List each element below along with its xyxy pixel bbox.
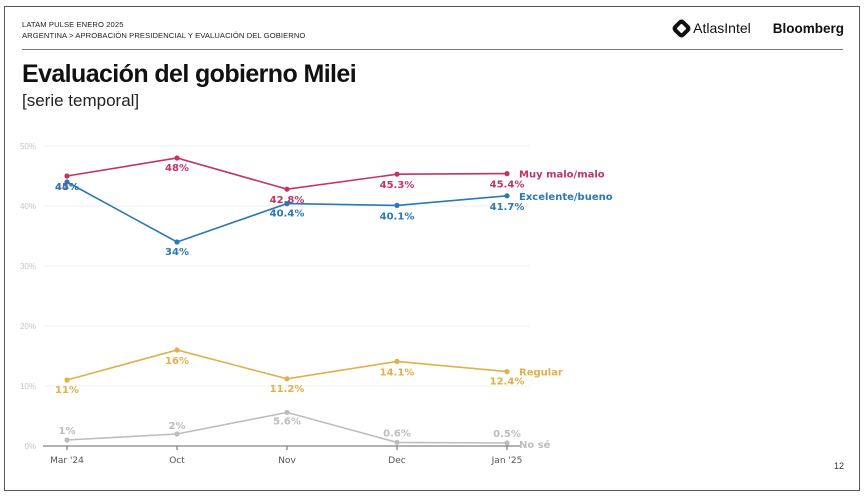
data-point	[174, 347, 180, 353]
data-label: 48%	[165, 163, 189, 174]
data-label: 16%	[165, 356, 189, 367]
data-point	[64, 377, 70, 383]
series-muy-malo-malo: 45% 48% 42.8% 45.3% 45.4%Muy malo/malo	[55, 155, 605, 206]
data-label: 40.1%	[380, 211, 415, 222]
breadcrumb: ARGENTINA > APROBACIÓN PRESIDENCIAL Y EV…	[22, 31, 306, 40]
data-point	[394, 358, 400, 364]
data-point	[504, 193, 510, 199]
x-tick-label: Oct	[169, 456, 185, 466]
data-label: 1%	[59, 426, 76, 437]
data-point	[64, 437, 70, 443]
y-tick-label: 40%	[20, 202, 36, 211]
chart-subtitle: [serie temporal]	[22, 91, 140, 110]
gridlines	[43, 145, 530, 387]
x-axis: Mar '24 Oct Nov Dec Jan '25	[43, 445, 523, 466]
x-tick-label: Nov	[278, 456, 296, 466]
header-divider	[22, 49, 843, 50]
data-label: 41.7%	[490, 202, 525, 213]
data-label: 42.8%	[270, 195, 305, 206]
y-tick-label: 30%	[20, 262, 36, 271]
data-point	[284, 376, 290, 382]
series-group: 45% 48% 42.8% 45.3% 45.4%Muy malo/malo 44% 34%…	[55, 155, 613, 451]
data-label: 40.4%	[270, 209, 305, 220]
data-label: 44%	[55, 182, 79, 193]
series-name-label: Muy malo/malo	[519, 170, 605, 181]
slide-frame	[4, 6, 860, 491]
y-tick-label: 50%	[20, 142, 36, 151]
series-name-label: Excelente/bueno	[519, 192, 613, 203]
series-line	[66, 157, 508, 191]
data-label: 45.4%	[490, 180, 525, 191]
data-label: 0.6%	[383, 428, 411, 439]
data-label: 34%	[165, 247, 189, 258]
atlasintel-logo: AtlasIntel	[671, 17, 751, 39]
data-point	[284, 409, 290, 415]
page-number: 12	[833, 461, 844, 471]
data-point	[64, 179, 70, 185]
series-line	[66, 349, 508, 381]
data-point	[284, 186, 290, 192]
kicker: LATAM PULSE ENERO 2025 ARGENTINA > APROB…	[22, 19, 305, 41]
y-tick-label: 10%	[20, 382, 36, 391]
x-tick-label: Jan '25	[491, 456, 523, 466]
kicker-line-1: LATAM PULSE ENERO 2025	[22, 20, 124, 29]
data-label: 12.4%	[490, 377, 525, 388]
chart-title: Evaluación del gobierno Milei	[22, 60, 357, 88]
series-excelente-bueno: 44% 34% 40.4% 40.1% 41.7%Excelente/bueno	[55, 179, 613, 258]
data-point	[284, 201, 290, 207]
series-name-label: No sé	[519, 439, 551, 451]
data-label: 45%	[55, 182, 79, 193]
data-label: 11%	[55, 385, 79, 396]
data-point	[174, 155, 180, 161]
data-point	[394, 202, 400, 208]
data-point	[504, 171, 510, 177]
atlasintel-wordmark: AtlasIntel	[693, 20, 751, 36]
series-no-s-: 1% 2% 5.6% 0.6% 0.5%No sé	[59, 409, 551, 451]
x-tick-label: Dec	[388, 456, 405, 466]
data-label: 0.5%	[493, 429, 521, 440]
x-tick-label: Mar '24	[50, 456, 84, 466]
data-point	[394, 439, 400, 445]
y-tick-label: 20%	[20, 322, 36, 331]
data-point	[394, 171, 400, 177]
series-name-label: Regular	[519, 368, 563, 379]
y-tick-label: 0%	[24, 442, 36, 451]
bloomberg-logo: Bloomberg	[772, 20, 844, 36]
data-label: 14.1%	[380, 367, 415, 378]
data-point	[174, 239, 180, 245]
data-point	[504, 440, 510, 446]
data-point	[64, 173, 70, 179]
data-point	[504, 369, 510, 375]
series-regular: 11% 16% 11.2% 14.1% 12.4%Regular	[55, 347, 563, 396]
data-label: 5.6%	[273, 416, 301, 427]
data-label: 11.2%	[270, 384, 305, 395]
data-label: 45.3%	[380, 180, 415, 191]
data-point	[174, 431, 180, 437]
logos: AtlasIntel Bloomberg	[671, 17, 844, 39]
y-axis: 0% 10% 20% 30% 40% 50%	[20, 142, 36, 451]
data-label: 2%	[169, 421, 186, 432]
